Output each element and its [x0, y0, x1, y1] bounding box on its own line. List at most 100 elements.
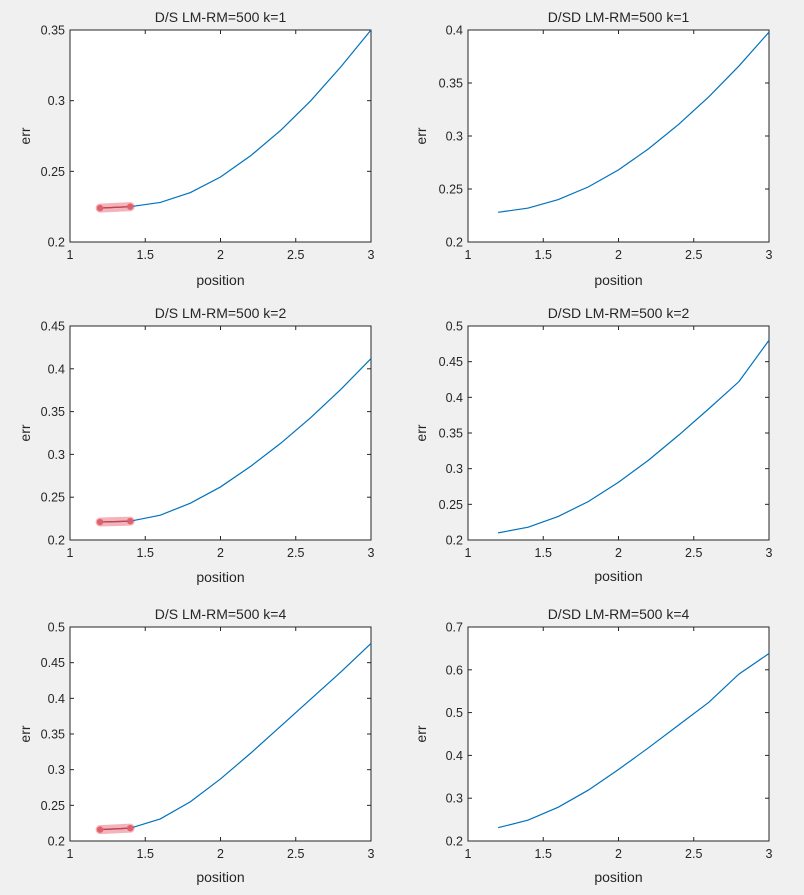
- y-tick-label: 0.4: [48, 692, 65, 706]
- y-tick-label: 0.2: [48, 236, 65, 250]
- series-line: [498, 31, 770, 213]
- mark-group: [497, 653, 770, 829]
- y-axis-label: err: [413, 424, 429, 441]
- x-tick-label: 3: [368, 248, 375, 262]
- highlight-point: [127, 203, 134, 210]
- y-tick-label: 0.6: [446, 663, 463, 677]
- y-tick-label: 0.35: [439, 427, 463, 441]
- subplot-ds-k4: D/S LM-RM=500 k=4 position err 1 1.5 2 2.5 3…: [17, 606, 375, 885]
- y-tick-label: 0.25: [439, 498, 463, 512]
- x-tick-label: 2: [615, 248, 622, 262]
- y-tick-label: 0.2: [446, 534, 463, 548]
- x-tick-label: 2: [217, 248, 224, 262]
- x-tick-label: 2: [615, 546, 622, 560]
- highlight-segment: [100, 827, 131, 831]
- subplot-dsd-k1: D/SD LM-RM=500 k=1 position err 1 1.5 2 2.5…: [413, 9, 773, 288]
- x-axis-label: position: [594, 869, 642, 885]
- x-tick-label: 3: [368, 847, 375, 861]
- axes-box: [69, 325, 372, 541]
- x-tick-label: 2: [217, 847, 224, 861]
- x-tick-label: 1: [465, 546, 472, 560]
- x-tick-label: 1: [67, 847, 74, 861]
- axes-box: [467, 626, 770, 842]
- mark-group: [95, 642, 372, 835]
- y-tick-label: 0.45: [439, 355, 463, 369]
- x-tick-label: 2.5: [287, 546, 304, 560]
- chart-title: D/S LM-RM=500 k=1: [155, 9, 287, 25]
- y-tick-label: 0.25: [41, 491, 65, 505]
- chart-title: D/SD LM-RM=500 k=4: [548, 606, 690, 622]
- highlight-point: [96, 826, 104, 833]
- y-tick-label: 0.5: [446, 706, 463, 720]
- y-tick-label: 0.2: [446, 236, 463, 250]
- x-tick-label: 1.5: [137, 546, 154, 560]
- y-axis-label: err: [17, 725, 33, 742]
- mark-group: [497, 339, 770, 534]
- chart-title: D/SD LM-RM=500 k=1: [548, 9, 690, 25]
- x-axis-label: position: [594, 568, 642, 584]
- y-tick-label: 0.4: [446, 24, 463, 38]
- y-tick-label: 0.5: [48, 621, 65, 635]
- series-line: [100, 642, 372, 831]
- highlight-point: [96, 518, 104, 526]
- y-tick-label: 0.3: [48, 448, 65, 462]
- subplot-dsd-k2: D/SD LM-RM=500 k=2 position err 1 1.5 2 2.5…: [413, 305, 773, 584]
- y-axis-label: err: [17, 127, 33, 144]
- x-tick-label: 2.5: [685, 546, 702, 560]
- tick-group: 1 1.5 2 2.5 3 0.2 0.25 0.3 0.35 0.4: [439, 24, 773, 263]
- x-tick-label: 1: [465, 847, 472, 861]
- chart-title: D/SD LM-RM=500 k=2: [548, 305, 690, 321]
- chart-title: D/S LM-RM=500 k=2: [155, 305, 287, 321]
- x-axis-label: position: [196, 869, 244, 885]
- series-line: [497, 339, 770, 534]
- y-tick-label: 0.35: [41, 728, 65, 742]
- x-tick-label: 1.5: [535, 847, 552, 861]
- x-tick-label: 1: [465, 248, 472, 262]
- x-tick-label: 3: [766, 248, 773, 262]
- x-tick-label: 3: [766, 847, 773, 861]
- y-tick-label: 0.25: [41, 165, 65, 179]
- mark-group: [498, 31, 770, 213]
- y-axis-label: err: [17, 424, 33, 441]
- y-tick-label: 0.3: [48, 763, 65, 777]
- x-axis-label: position: [594, 272, 642, 288]
- y-tick-label: 0.2: [48, 534, 65, 548]
- y-tick-label: 0.3: [446, 462, 463, 476]
- subplot-dsd-k4: D/SD LM-RM=500 k=4 position err 1 1.5 2 2.5…: [413, 606, 773, 885]
- highlight-segment: [100, 206, 131, 209]
- tick-group: 1 1.5 2 2.5 3 0.2 0.25 0.3 0.35 0.4 0.45: [41, 320, 375, 561]
- y-tick-label: 0.2: [446, 835, 463, 849]
- y-tick-label: 0.4: [446, 391, 463, 405]
- series-line: [100, 29, 372, 209]
- x-tick-label: 1: [67, 546, 74, 560]
- x-axis-label: position: [196, 569, 244, 585]
- mark-group: [95, 358, 372, 527]
- y-tick-label: 0.5: [446, 320, 463, 334]
- highlight-point: [127, 824, 134, 832]
- y-tick-label: 0.45: [41, 320, 65, 334]
- highlight-point: [127, 517, 134, 525]
- highlight-segment: [100, 520, 131, 523]
- y-tick-label: 0.3: [48, 94, 65, 108]
- y-tick-label: 0.4: [446, 749, 463, 763]
- x-tick-label: 1: [67, 248, 74, 262]
- highlight-point: [96, 204, 104, 212]
- tick-group: 1 1.5 2 2.5 3 0.2 0.3 0.4 0.5 0.6 0.7: [446, 621, 773, 862]
- y-tick-label: 0.35: [41, 405, 65, 419]
- y-tick-label: 0.2: [48, 835, 65, 849]
- y-tick-label: 0.35: [439, 77, 463, 91]
- mark-group: [95, 29, 372, 213]
- tick-group: 1 1.5 2 2.5 3 0.2 0.25 0.3 0.35 0.4 0.45 0.5: [439, 320, 773, 561]
- x-tick-label: 1.5: [137, 248, 154, 262]
- y-tick-label: 0.4: [48, 362, 65, 376]
- x-tick-label: 1.5: [535, 546, 552, 560]
- x-tick-label: 3: [766, 546, 773, 560]
- y-tick-label: 0.3: [446, 130, 463, 144]
- y-axis-label: err: [413, 127, 429, 144]
- x-tick-label: 1.5: [535, 248, 552, 262]
- series-line: [497, 653, 770, 829]
- y-tick-label: 0.35: [41, 24, 65, 38]
- y-tick-label: 0.3: [446, 792, 463, 806]
- tick-group: 1 1.5 2 2.5 3 0.2 0.25 0.3 0.35 0.4 0.45 0.5: [41, 621, 375, 862]
